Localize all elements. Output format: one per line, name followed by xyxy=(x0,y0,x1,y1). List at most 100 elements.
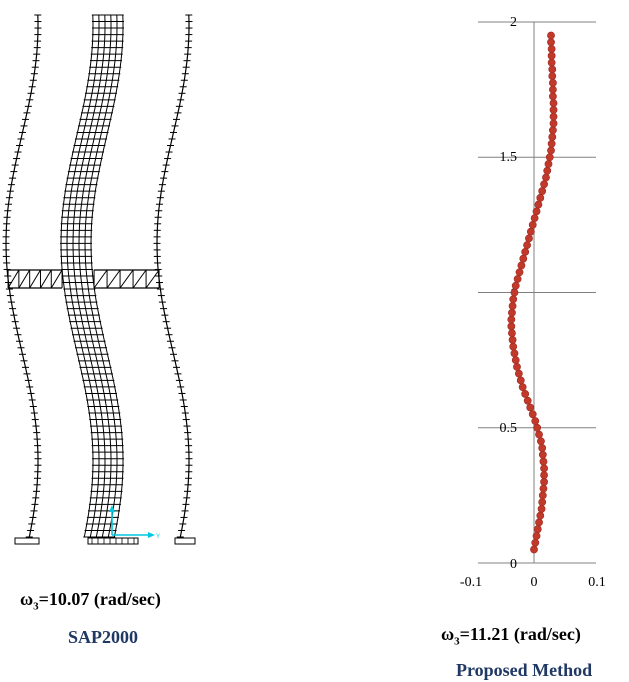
data-point-4 xyxy=(535,518,543,527)
data-point-12 xyxy=(540,464,548,473)
omega-symbol: ω xyxy=(441,624,455,644)
data-point-76 xyxy=(547,31,555,40)
data-point-51 xyxy=(534,200,543,209)
x-tick-label-2: 0.1 xyxy=(588,575,606,590)
data-point-61 xyxy=(548,133,557,141)
chart-grid xyxy=(478,21,596,429)
data-point-49 xyxy=(530,214,539,223)
data-point-2 xyxy=(532,532,541,540)
x-tick-label-1: 0 xyxy=(531,575,538,590)
data-point-39 xyxy=(511,281,520,290)
outrigger-truss xyxy=(7,269,160,289)
chart-axes xyxy=(478,22,596,564)
y-tick-label-0: 0 xyxy=(510,557,517,572)
data-point-47 xyxy=(526,227,535,236)
data-point-21 xyxy=(526,403,535,412)
data-point-14 xyxy=(538,450,547,459)
omega-symbol: ω xyxy=(20,589,34,609)
x-tick-label-0: -0.1 xyxy=(460,575,482,590)
data-point-0 xyxy=(530,545,538,554)
x-tick-labels: -0.1 0 0.1 xyxy=(460,575,606,590)
data-point-67 xyxy=(549,92,557,101)
data-point-73 xyxy=(547,51,556,60)
data-point-17 xyxy=(535,430,543,439)
omega-value: =10.07 (rad/sec) xyxy=(38,589,161,609)
data-point-65 xyxy=(549,106,558,114)
mode-shape-series xyxy=(507,31,558,554)
data-point-19 xyxy=(531,417,540,425)
local-axis-label: Y xyxy=(156,534,160,540)
data-point-36 xyxy=(508,302,517,310)
data-point-35 xyxy=(508,308,516,317)
deformed-frame: Y xyxy=(2,14,196,545)
data-point-70 xyxy=(548,72,557,80)
y-tick-label-1: 0.5 xyxy=(500,421,518,436)
local-axis-icon: Y xyxy=(109,505,160,540)
data-point-62 xyxy=(549,126,557,135)
data-point-34 xyxy=(507,315,516,324)
data-point-43 xyxy=(519,254,528,263)
data-point-25 xyxy=(516,376,525,385)
data-point-66 xyxy=(549,99,558,108)
data-point-11 xyxy=(540,471,548,479)
y-tick-label-3: 1.5 xyxy=(500,150,518,165)
data-point-26 xyxy=(514,369,523,378)
data-point-9 xyxy=(539,484,548,493)
data-point-6 xyxy=(537,504,546,513)
data-point-60 xyxy=(547,139,556,148)
data-point-74 xyxy=(547,45,556,53)
data-point-40 xyxy=(513,275,522,283)
omega-subscript: 3 xyxy=(33,600,39,613)
data-point-56 xyxy=(543,166,552,175)
data-point-71 xyxy=(548,65,557,74)
data-point-48 xyxy=(528,220,537,229)
data-point-50 xyxy=(532,207,541,216)
data-point-30 xyxy=(509,342,518,351)
data-point-37 xyxy=(509,295,518,304)
data-point-54 xyxy=(540,180,548,189)
data-point-41 xyxy=(515,268,524,277)
data-point-63 xyxy=(549,119,558,128)
data-point-31 xyxy=(508,335,517,344)
omega-value: =11.21 (rad/sec) xyxy=(459,624,581,644)
data-point-33 xyxy=(507,322,516,331)
data-point-7 xyxy=(538,498,547,507)
data-point-44 xyxy=(521,248,530,256)
data-point-45 xyxy=(523,241,531,250)
core-wall-mesh xyxy=(60,14,124,538)
data-point-5 xyxy=(536,511,545,520)
data-point-68 xyxy=(549,85,557,94)
data-point-16 xyxy=(537,437,545,446)
base-supports xyxy=(14,537,196,545)
data-point-27 xyxy=(513,362,521,371)
data-point-46 xyxy=(525,234,533,243)
omega-subscript: 3 xyxy=(454,635,460,648)
data-point-8 xyxy=(538,491,547,500)
data-point-23 xyxy=(521,390,530,398)
data-point-22 xyxy=(523,396,532,405)
data-point-28 xyxy=(511,356,520,365)
data-point-58 xyxy=(545,153,554,162)
data-point-18 xyxy=(533,423,542,432)
sap2000-omega-caption: ω3=10.07 (rad/sec) xyxy=(20,589,161,613)
data-point-29 xyxy=(510,349,519,358)
data-point-24 xyxy=(518,383,527,392)
data-point-53 xyxy=(538,187,547,195)
data-point-1 xyxy=(531,538,540,547)
data-point-57 xyxy=(544,160,553,168)
data-point-69 xyxy=(549,78,557,87)
data-point-72 xyxy=(547,58,556,67)
data-point-59 xyxy=(547,146,555,155)
proposed-omega-caption: ω3=11.21 (rad/sec) xyxy=(441,624,581,648)
data-point-42 xyxy=(517,261,526,270)
data-point-13 xyxy=(539,457,548,466)
data-point-15 xyxy=(538,444,547,452)
proposed-method-label: Proposed Method xyxy=(456,660,593,680)
data-point-52 xyxy=(536,193,545,202)
data-point-3 xyxy=(533,525,542,534)
sap2000-method-label: SAP2000 xyxy=(68,627,139,647)
data-point-64 xyxy=(549,112,558,121)
data-point-55 xyxy=(542,173,550,182)
data-point-38 xyxy=(510,288,519,297)
